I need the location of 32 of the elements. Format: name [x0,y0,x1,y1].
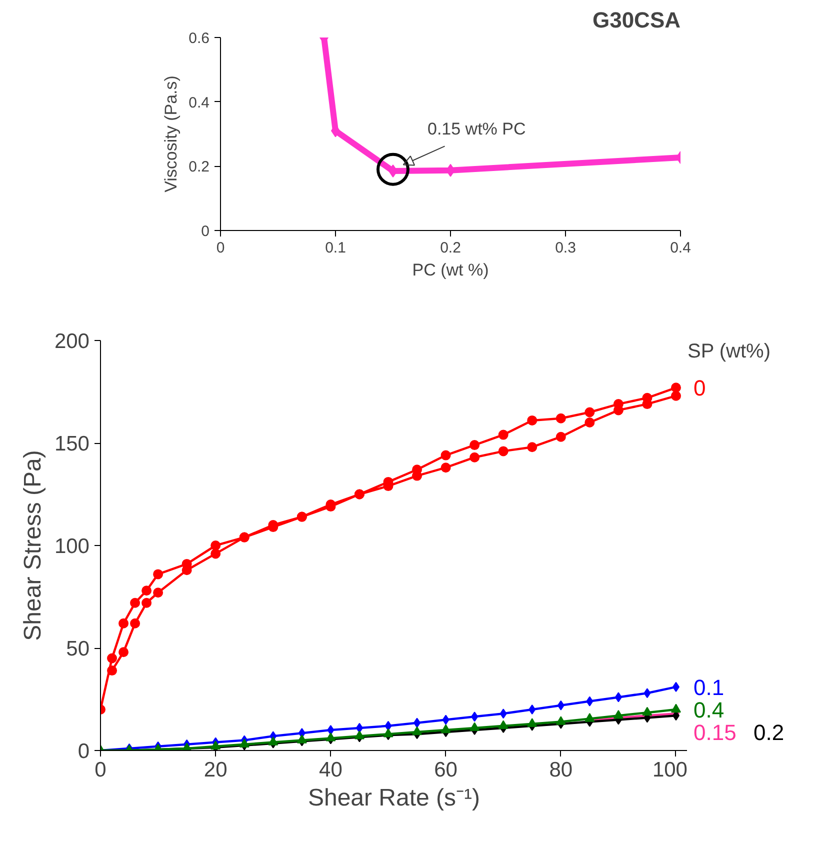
y-tick-label: 50 [66,638,90,660]
x-axis-title: PC (wt %) [412,260,489,280]
y-tick-label: 150 [54,432,90,456]
x-tick-label: 0 [94,758,106,782]
annotation: 0.15 wt% PC [428,120,526,139]
text: 0.2 [754,720,784,746]
x-tick-label: 0 [216,240,225,256]
x-tick-label: 20 [204,758,228,782]
x-tick-label: 100 [652,758,688,782]
series-label: 0 [694,376,706,401]
x-tick-label: 0.2 [440,240,461,256]
y-tick-label: 200 [54,330,90,353]
legend-title: SP (wt%) [688,340,770,362]
series-label: 0.1 [694,674,724,700]
y-tick-label: 0.2 [188,158,210,176]
x-axis-title: Shear Rate (s⁻¹) [308,784,480,812]
x-tick-label: 60 [434,758,458,782]
y-axis-title: Shear Stress (Pa) [19,450,46,641]
x-tick-label: 40 [319,758,342,782]
series-label: 0.15 [694,720,736,746]
x-tick-label: 0.1 [325,240,346,256]
y-tick-label: 0.4 [188,94,210,112]
y-tick-label: 0.6 [188,30,210,47]
y-tick-label: 100 [54,535,90,558]
y-axis-title: Viscosity (Pa.s) [162,76,181,192]
x-tick-label: 0.4 [670,240,691,256]
y-tick-label: 0 [201,223,210,240]
y-tick-label: 0 [78,740,90,763]
chart-title: G30CSA [592,8,681,32]
x-tick-label: 0.3 [555,240,576,256]
x-tick-label: 80 [549,758,573,782]
series-label: 0.4 [694,698,724,722]
